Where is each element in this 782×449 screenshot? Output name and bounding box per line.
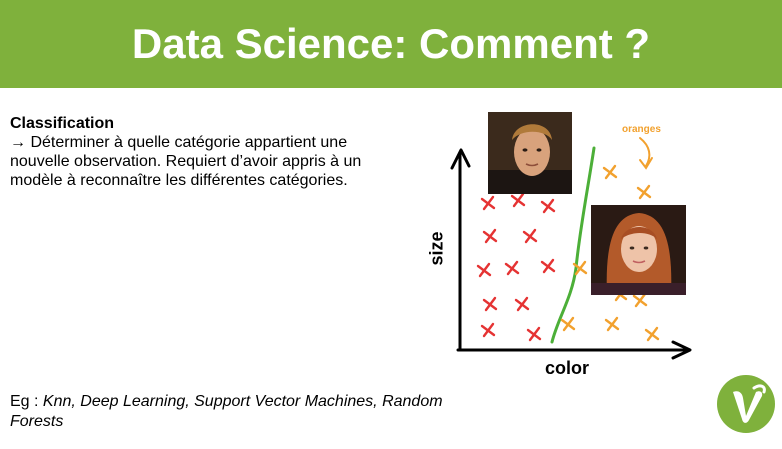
examples-block: Eg : Knn, Deep Learning, Support Vector … — [10, 392, 450, 432]
class-b-cross-mark — [636, 184, 652, 200]
decision-boundary-line — [550, 146, 596, 344]
arrow-icon: → — [10, 134, 26, 151]
examples-prefix: Eg : — [10, 393, 43, 410]
classification-block: Classification → Déterminer à quelle cat… — [10, 114, 370, 190]
class-a-cross-mark — [540, 198, 556, 214]
class-b-cross-mark — [602, 164, 618, 180]
class-a-cross-mark — [480, 195, 496, 211]
person-portrait-icon — [591, 205, 686, 295]
slide-title: Data Science: Comment ? — [131, 20, 651, 67]
class-a-cross-mark — [522, 228, 538, 244]
title-bar: Data Science: Comment ? — [0, 0, 782, 88]
description-text: Déterminer à quelle catégorie appartient… — [10, 134, 362, 189]
class-a-cross-mark — [514, 296, 530, 312]
class-a-marks — [476, 192, 556, 342]
person-portrait-icon — [488, 112, 572, 194]
woman-portrait-image — [591, 205, 686, 295]
classification-heading: Classification — [10, 115, 115, 132]
x-axis-label: color — [545, 358, 590, 378]
class-a-cross-mark — [540, 258, 556, 274]
class-a-cross-mark — [482, 228, 498, 244]
y-axis-arrowhead — [450, 148, 471, 170]
class-b-cross-mark — [644, 326, 660, 342]
man-portrait-image — [488, 112, 572, 194]
brand-logo — [717, 375, 775, 433]
x-axis-arrowhead — [671, 340, 692, 360]
class-b-cross-mark — [632, 292, 648, 308]
classification-figure: size color oranges — [426, 108, 700, 380]
examples-list: Knn, Deep Learning, Support Vector Machi… — [10, 393, 443, 430]
class-a-cross-mark — [526, 326, 542, 342]
class-b-marks — [560, 164, 660, 342]
classification-description: → Déterminer à quelle catégorie appartie… — [10, 133, 370, 190]
classification-sketch — [450, 137, 692, 360]
oranges-annotation: oranges — [622, 124, 661, 135]
class-b-cross-mark — [572, 260, 588, 276]
class-b-cross-mark — [560, 316, 576, 332]
y-axis-label: size — [426, 231, 447, 266]
vinted-v-logo-icon — [716, 374, 776, 434]
class-a-cross-mark — [480, 322, 496, 338]
class-a-cross-mark — [504, 260, 520, 276]
class-b-cross-mark — [604, 316, 620, 332]
class-a-cross-mark — [510, 192, 526, 208]
annotation-arrow — [639, 137, 653, 170]
class-a-cross-mark — [482, 296, 498, 312]
class-a-cross-mark — [476, 262, 492, 278]
